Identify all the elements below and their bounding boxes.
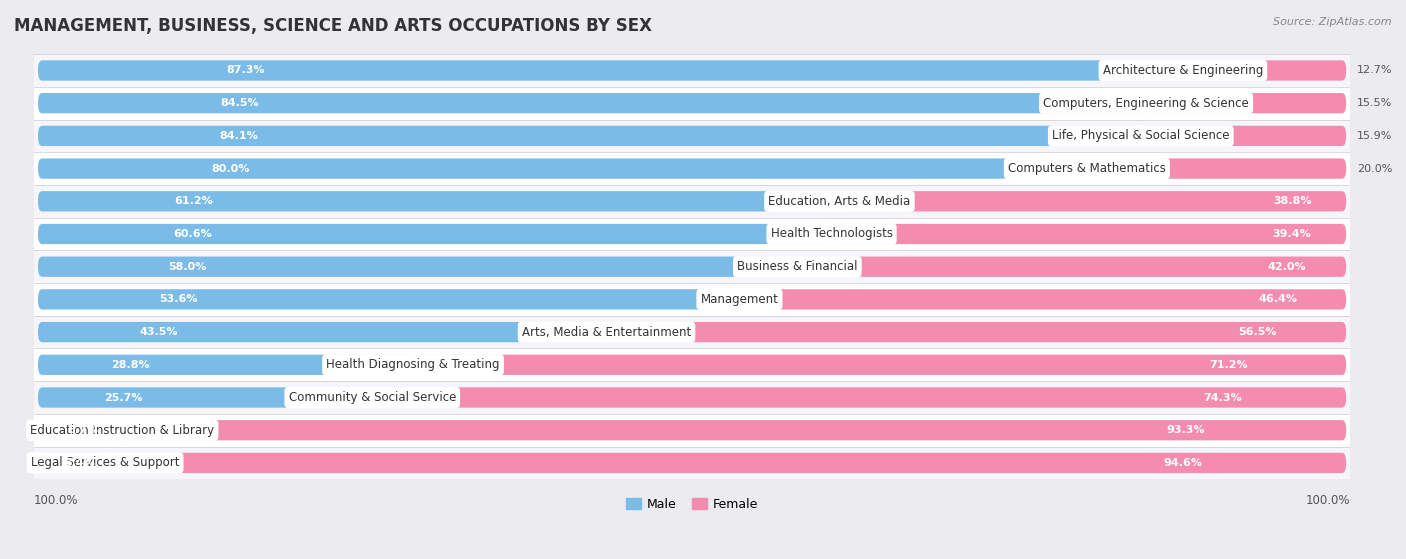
Text: Computers & Mathematics: Computers & Mathematics bbox=[1008, 162, 1166, 175]
Bar bbox=[34, 381, 1350, 414]
FancyBboxPatch shape bbox=[1146, 93, 1346, 113]
Text: 20.0%: 20.0% bbox=[1357, 164, 1392, 174]
Bar bbox=[34, 152, 1350, 185]
FancyBboxPatch shape bbox=[105, 453, 1346, 473]
FancyBboxPatch shape bbox=[831, 224, 1346, 244]
FancyBboxPatch shape bbox=[38, 224, 831, 244]
Text: Management: Management bbox=[700, 293, 779, 306]
Text: 56.5%: 56.5% bbox=[1239, 327, 1277, 337]
Text: 5.4%: 5.4% bbox=[65, 458, 96, 468]
Text: 15.5%: 15.5% bbox=[1357, 98, 1392, 108]
FancyBboxPatch shape bbox=[797, 257, 1346, 277]
Bar bbox=[34, 185, 1350, 217]
Text: Community & Social Service: Community & Social Service bbox=[288, 391, 456, 404]
FancyBboxPatch shape bbox=[38, 93, 1146, 113]
FancyBboxPatch shape bbox=[606, 322, 1346, 342]
Text: 100.0%: 100.0% bbox=[34, 494, 79, 507]
FancyBboxPatch shape bbox=[1087, 158, 1346, 179]
Text: 84.5%: 84.5% bbox=[221, 98, 259, 108]
Text: Computers, Engineering & Science: Computers, Engineering & Science bbox=[1043, 97, 1249, 110]
Text: Life, Physical & Social Science: Life, Physical & Social Science bbox=[1052, 129, 1230, 143]
FancyBboxPatch shape bbox=[38, 257, 797, 277]
Text: 61.2%: 61.2% bbox=[174, 196, 214, 206]
Text: 39.4%: 39.4% bbox=[1272, 229, 1310, 239]
Text: Business & Financial: Business & Financial bbox=[737, 260, 858, 273]
Text: MANAGEMENT, BUSINESS, SCIENCE AND ARTS OCCUPATIONS BY SEX: MANAGEMENT, BUSINESS, SCIENCE AND ARTS O… bbox=[14, 17, 652, 35]
Text: Legal Services & Support: Legal Services & Support bbox=[31, 456, 180, 470]
Text: 71.2%: 71.2% bbox=[1209, 360, 1249, 370]
Bar bbox=[34, 54, 1350, 87]
FancyBboxPatch shape bbox=[38, 289, 740, 310]
Text: 6.7%: 6.7% bbox=[67, 425, 98, 435]
Bar bbox=[34, 283, 1350, 316]
Text: 25.7%: 25.7% bbox=[104, 392, 143, 402]
Text: 46.4%: 46.4% bbox=[1258, 295, 1298, 305]
Text: 38.8%: 38.8% bbox=[1274, 196, 1312, 206]
FancyBboxPatch shape bbox=[1182, 60, 1346, 80]
FancyBboxPatch shape bbox=[413, 354, 1346, 375]
FancyBboxPatch shape bbox=[38, 420, 122, 440]
FancyBboxPatch shape bbox=[38, 354, 413, 375]
Text: Architecture & Engineering: Architecture & Engineering bbox=[1102, 64, 1263, 77]
Text: 58.0%: 58.0% bbox=[169, 262, 207, 272]
Text: 87.3%: 87.3% bbox=[226, 65, 264, 75]
Text: 60.6%: 60.6% bbox=[173, 229, 212, 239]
Bar bbox=[34, 414, 1350, 447]
Text: 43.5%: 43.5% bbox=[139, 327, 179, 337]
FancyBboxPatch shape bbox=[38, 158, 1087, 179]
Text: 80.0%: 80.0% bbox=[212, 164, 250, 174]
Text: Source: ZipAtlas.com: Source: ZipAtlas.com bbox=[1274, 17, 1392, 27]
Text: 28.8%: 28.8% bbox=[111, 360, 149, 370]
Legend: Male, Female: Male, Female bbox=[620, 492, 763, 515]
Bar bbox=[34, 120, 1350, 152]
Bar bbox=[34, 250, 1350, 283]
FancyBboxPatch shape bbox=[740, 289, 1346, 310]
Text: Health Technologists: Health Technologists bbox=[770, 228, 893, 240]
Text: Education Instruction & Library: Education Instruction & Library bbox=[30, 424, 214, 437]
FancyBboxPatch shape bbox=[38, 322, 606, 342]
Text: 93.3%: 93.3% bbox=[1166, 425, 1205, 435]
FancyBboxPatch shape bbox=[373, 387, 1346, 408]
Text: Education, Arts & Media: Education, Arts & Media bbox=[768, 195, 911, 208]
Bar bbox=[34, 447, 1350, 479]
Text: Arts, Media & Entertainment: Arts, Media & Entertainment bbox=[522, 325, 692, 339]
Text: 15.9%: 15.9% bbox=[1357, 131, 1392, 141]
FancyBboxPatch shape bbox=[1140, 126, 1346, 146]
Text: Health Diagnosing & Treating: Health Diagnosing & Treating bbox=[326, 358, 499, 371]
Text: 100.0%: 100.0% bbox=[1306, 494, 1350, 507]
Text: 42.0%: 42.0% bbox=[1267, 262, 1306, 272]
Bar bbox=[34, 316, 1350, 348]
Bar bbox=[34, 217, 1350, 250]
Bar bbox=[34, 87, 1350, 120]
Text: 12.7%: 12.7% bbox=[1357, 65, 1392, 75]
FancyBboxPatch shape bbox=[38, 387, 373, 408]
Text: 74.3%: 74.3% bbox=[1204, 392, 1241, 402]
FancyBboxPatch shape bbox=[38, 191, 839, 211]
FancyBboxPatch shape bbox=[839, 191, 1346, 211]
Text: 53.6%: 53.6% bbox=[160, 295, 198, 305]
Text: 84.1%: 84.1% bbox=[219, 131, 259, 141]
FancyBboxPatch shape bbox=[38, 60, 1182, 80]
Bar bbox=[34, 348, 1350, 381]
FancyBboxPatch shape bbox=[38, 453, 105, 473]
FancyBboxPatch shape bbox=[122, 420, 1346, 440]
FancyBboxPatch shape bbox=[38, 126, 1140, 146]
Text: 94.6%: 94.6% bbox=[1163, 458, 1202, 468]
